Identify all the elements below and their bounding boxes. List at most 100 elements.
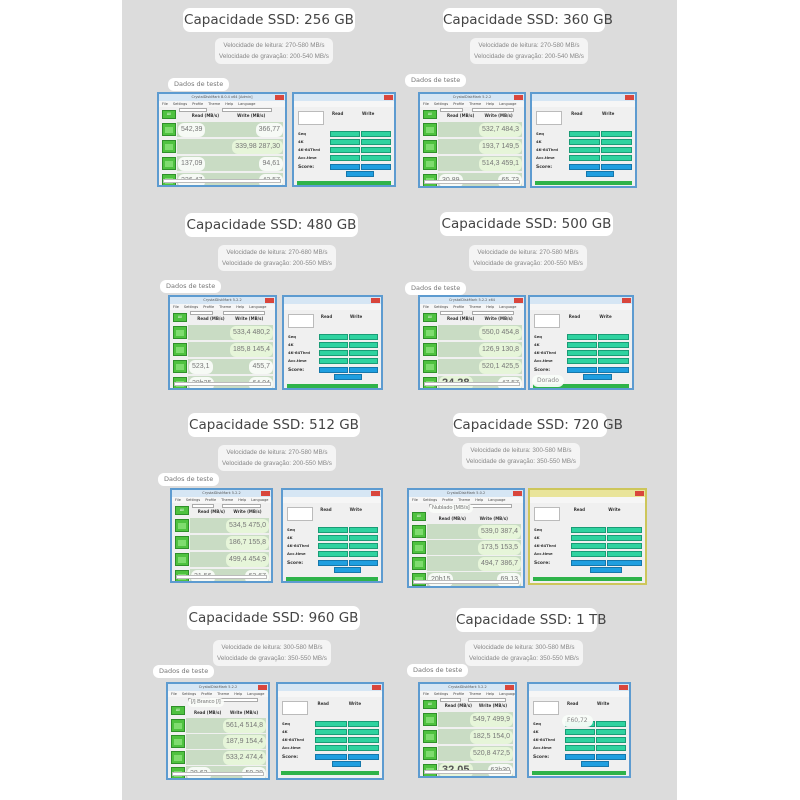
close-button[interactable] [514, 298, 523, 303]
menu-item[interactable]: Help [486, 102, 495, 106]
run-test-button[interactable] [162, 157, 176, 170]
menu-item[interactable]: Language [249, 305, 267, 309]
run-test-button[interactable] [162, 140, 176, 153]
all-button[interactable]: All [423, 313, 437, 322]
close-button[interactable] [622, 298, 631, 303]
all-button[interactable]: All [423, 700, 437, 709]
run-test-button[interactable] [412, 525, 426, 538]
menu-item[interactable]: Language [247, 692, 265, 696]
run-test-button[interactable] [423, 326, 437, 339]
drive-select[interactable] [466, 504, 512, 508]
menu-item[interactable]: Settings [172, 102, 188, 106]
all-button[interactable]: All [175, 506, 189, 515]
run-test-button[interactable] [423, 360, 437, 373]
drive-select[interactable] [218, 698, 258, 702]
run-test-button[interactable] [171, 719, 185, 732]
menu-item[interactable]: Profile [453, 305, 465, 309]
menu-item[interactable]: Language [488, 498, 506, 502]
close-button[interactable] [275, 95, 284, 100]
menu-item[interactable]: File [412, 498, 418, 502]
close-button[interactable] [635, 491, 644, 496]
run-test-button[interactable] [173, 360, 187, 373]
drive-select[interactable] [472, 311, 514, 315]
run-test-button[interactable] [173, 326, 187, 339]
menu-item[interactable]: Help [236, 305, 245, 309]
comment-field[interactable] [424, 180, 520, 184]
menu-item[interactable]: Language [499, 102, 517, 106]
run-test-button[interactable] [423, 123, 437, 136]
run-test-button[interactable] [175, 553, 189, 566]
menu-item[interactable]: Theme [221, 498, 234, 502]
menu-item[interactable]: Language [499, 305, 517, 309]
menu-item[interactable]: Settings [181, 692, 197, 696]
menu-item[interactable]: Profile [453, 692, 465, 696]
run-test-button[interactable] [175, 519, 189, 532]
close-button[interactable] [372, 685, 381, 690]
menu-item[interactable]: Profile [205, 498, 217, 502]
comment-field[interactable] [163, 179, 281, 183]
drive-select[interactable] [222, 108, 273, 112]
run-test-button[interactable] [412, 557, 426, 570]
comment-field[interactable] [174, 382, 271, 386]
run-test-button[interactable] [423, 747, 437, 760]
close-button[interactable] [505, 685, 514, 690]
all-button[interactable]: All [162, 110, 176, 119]
menu-item[interactable]: File [173, 305, 179, 309]
drive-select[interactable] [222, 311, 265, 315]
menu-item[interactable]: Theme [469, 305, 482, 309]
menu-item[interactable]: Settings [433, 102, 449, 106]
run-test-button[interactable] [173, 343, 187, 356]
test-count-select[interactable] [179, 108, 207, 112]
all-button[interactable]: All [423, 110, 437, 119]
menu-item[interactable]: Theme [469, 692, 482, 696]
close-button[interactable] [513, 491, 522, 496]
menu-item[interactable]: Help [238, 498, 247, 502]
comment-field[interactable] [172, 772, 264, 776]
menu-item[interactable]: Settings [422, 498, 438, 502]
close-button[interactable] [371, 298, 380, 303]
close-button[interactable] [625, 95, 634, 100]
test-count-select[interactable] [192, 504, 214, 508]
menu-item[interactable]: Theme [458, 498, 471, 502]
run-test-button[interactable] [423, 140, 437, 153]
menu-item[interactable]: Profile [453, 102, 465, 106]
menu-item[interactable]: Profile [201, 692, 213, 696]
menu-item[interactable]: File [423, 305, 429, 309]
menu-item[interactable]: Profile [442, 498, 454, 502]
comment-field[interactable] [176, 575, 267, 579]
drive-select[interactable] [221, 504, 262, 508]
run-test-button[interactable] [423, 157, 437, 170]
run-test-button[interactable] [171, 751, 185, 764]
run-test-button[interactable] [423, 343, 437, 356]
menu-item[interactable]: File [423, 102, 429, 106]
menu-item[interactable]: Profile [203, 305, 215, 309]
menu-item[interactable]: Help [486, 305, 495, 309]
run-test-button[interactable] [171, 735, 185, 748]
close-button[interactable] [619, 685, 628, 690]
menu-item[interactable]: Help [486, 692, 495, 696]
comment-field[interactable] [424, 382, 520, 386]
close-button[interactable] [514, 95, 523, 100]
menu-item[interactable]: File [171, 692, 177, 696]
menu-item[interactable]: File [162, 102, 168, 106]
menu-item[interactable]: Theme [217, 692, 230, 696]
run-test-button[interactable] [412, 541, 426, 554]
menu-item[interactable]: Settings [433, 305, 449, 309]
menu-item[interactable]: Theme [469, 102, 482, 106]
run-test-button[interactable] [175, 536, 189, 549]
menu-item[interactable]: Help [475, 498, 484, 502]
menu-item[interactable]: Help [234, 692, 243, 696]
drive-select[interactable] [472, 108, 514, 112]
menu-item[interactable]: Language [251, 498, 269, 502]
menu-item[interactable]: Help [225, 102, 234, 106]
menu-item[interactable]: Settings [185, 498, 201, 502]
test-count-select[interactable] [440, 698, 461, 702]
menu-item[interactable]: Profile [192, 102, 204, 106]
close-button[interactable] [384, 95, 393, 100]
menu-item[interactable]: Theme [208, 102, 221, 106]
test-count-select[interactable] [440, 108, 463, 112]
menu-item[interactable]: Theme [219, 305, 232, 309]
menu-item[interactable]: File [175, 498, 181, 502]
test-count-select[interactable] [190, 311, 214, 315]
close-button[interactable] [371, 491, 380, 496]
